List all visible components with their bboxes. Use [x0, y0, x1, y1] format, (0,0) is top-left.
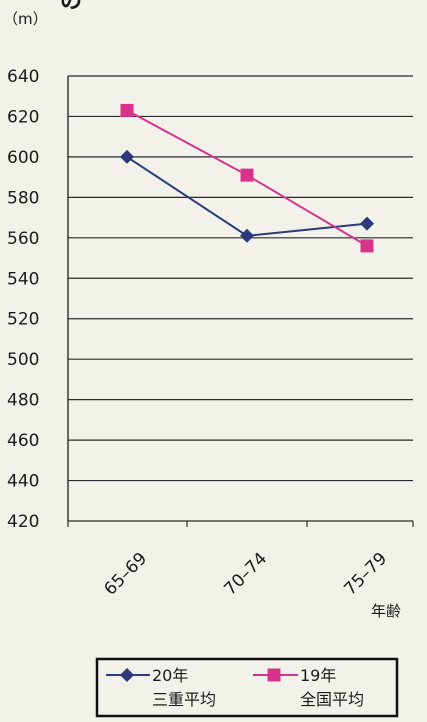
data-point [240, 228, 254, 243]
data-point [120, 149, 134, 164]
y-tick-label: 580 [7, 188, 39, 208]
legend-marker [267, 668, 281, 682]
y-tick-label: 620 [7, 107, 39, 127]
data-point [360, 216, 374, 231]
y-tick-label: 600 [7, 148, 39, 168]
x-tick-label: 70–74 [220, 549, 271, 600]
legend-label-line1: 19年 [300, 666, 336, 685]
legend-box [95, 657, 399, 718]
data-point [120, 103, 134, 117]
y-tick-label: 420 [7, 512, 39, 532]
y-tick-label: 540 [7, 269, 39, 289]
y-tick-label: 640 [7, 67, 39, 87]
legend-label-line2: 全国平均 [300, 690, 364, 709]
y-tick-label: 440 [7, 472, 39, 492]
chart-title: の [60, 0, 82, 14]
y-tick-label: 500 [7, 350, 39, 370]
legend-label-line2: 三重平均 [152, 690, 216, 709]
y-unit-label: （m） [3, 10, 48, 28]
y-tick-label: 520 [7, 310, 39, 330]
data-point [360, 239, 374, 253]
x-tick-label: 75–79 [340, 549, 391, 600]
legend-label-line1: 20年 [152, 666, 188, 685]
x-axis-label: 年齢 [371, 602, 401, 620]
data-point [240, 168, 254, 182]
y-tick-label: 480 [7, 391, 39, 411]
legend-marker [120, 668, 134, 682]
y-tick-label: 560 [7, 229, 39, 249]
y-tick-label: 460 [7, 431, 39, 451]
x-tick-label: 65–69 [100, 549, 151, 600]
